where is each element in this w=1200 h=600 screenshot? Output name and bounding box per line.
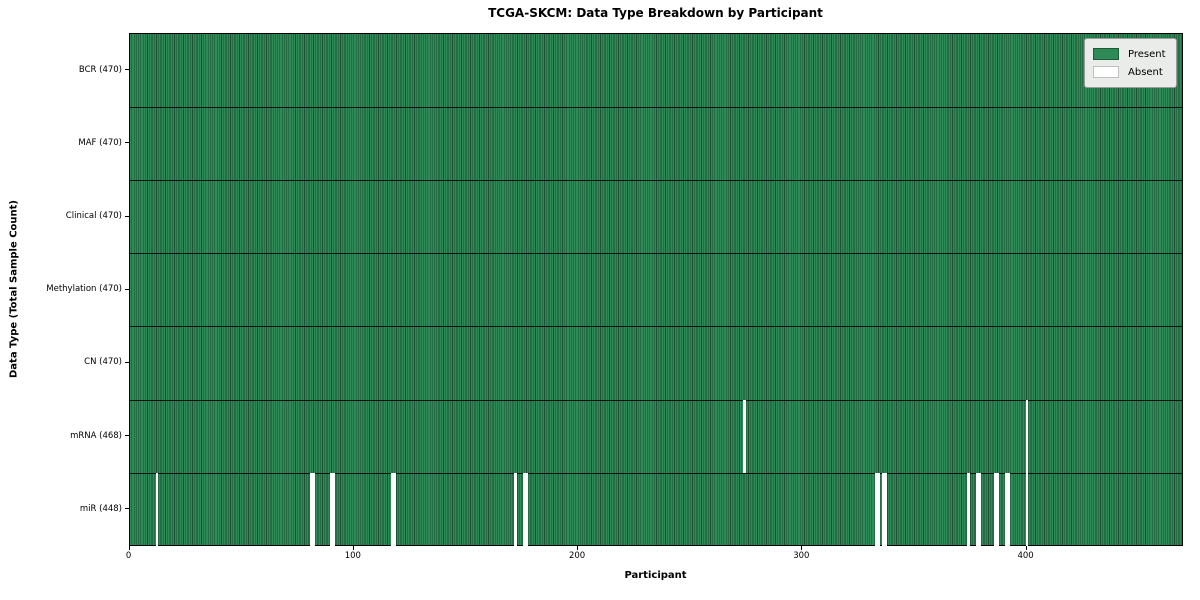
row-separator — [129, 106, 1182, 108]
absent-cell — [882, 473, 885, 547]
absent-cell — [996, 473, 999, 547]
y-tick-label: Clinical (470) — [65, 211, 122, 222]
x-axis-tick — [1025, 545, 1027, 550]
y-tick-label: Methylation (470) — [46, 284, 122, 295]
absent-cell — [976, 473, 979, 547]
legend-item-present: Present — [1093, 45, 1166, 63]
y-axis-tick — [124, 508, 129, 510]
legend-label-present: Present — [1128, 48, 1166, 60]
absent-cell — [1025, 473, 1029, 547]
row-separator — [129, 326, 1182, 328]
x-axis-tick — [801, 545, 803, 550]
x-axis-label: Participant — [624, 570, 687, 581]
absent-cell — [994, 473, 997, 547]
legend-label-absent: Absent — [1128, 66, 1163, 78]
x-axis-tick — [577, 545, 579, 550]
row-separator — [129, 399, 1182, 401]
absent-cell — [743, 400, 746, 474]
chart-title: TCGA-SKCM: Data Type Breakdown by Partic… — [488, 6, 823, 20]
heatmap-plot — [128, 33, 1183, 547]
x-tick-label: 200 — [568, 551, 586, 561]
absent-cell — [978, 473, 982, 547]
absent-cell — [330, 473, 333, 547]
y-axis-tick — [124, 361, 129, 363]
y-axis-tick — [124, 288, 129, 290]
y-axis-tick — [124, 215, 129, 217]
x-tick-label: 400 — [1017, 551, 1034, 561]
absent-cell — [312, 473, 315, 547]
y-tick-label: mRNA (468) — [70, 430, 122, 441]
y-tick-label: BCR (470) — [78, 64, 122, 75]
absent-cell — [310, 473, 313, 547]
absent-cell — [1007, 473, 1011, 547]
absent-cell — [1025, 400, 1029, 474]
y-axis-tick — [124, 435, 129, 437]
absent-cell — [390, 473, 394, 547]
x-axis-tick — [352, 545, 354, 550]
absent-cell — [967, 473, 970, 547]
x-tick-label: 100 — [344, 551, 361, 561]
x-tick-label: 0 — [125, 551, 132, 561]
absent-cell — [393, 473, 396, 547]
row-separator — [129, 253, 1182, 255]
legend-item-absent: Absent — [1093, 63, 1166, 81]
present-swatch — [1093, 48, 1119, 60]
x-tick-label: 300 — [793, 551, 810, 561]
row-separator — [129, 472, 1182, 474]
absent-cell — [523, 473, 526, 547]
y-axis-tick — [124, 142, 129, 144]
x-axis-tick — [128, 545, 130, 550]
absent-cell — [332, 473, 336, 547]
absent-cell — [155, 473, 159, 547]
absent-cell — [525, 473, 529, 547]
row-separator — [129, 179, 1182, 181]
absent-cell — [877, 473, 881, 547]
absent-swatch — [1093, 66, 1119, 78]
absent-cell — [514, 473, 517, 547]
absent-cell — [1005, 473, 1008, 547]
legend-box: Present Absent — [1084, 38, 1177, 88]
y-tick-label: miR (448) — [79, 503, 122, 514]
absent-cell — [884, 473, 887, 547]
y-tick-label: CN (470) — [84, 357, 122, 368]
y-tick-label: MAF (470) — [78, 137, 122, 148]
y-axis-tick — [124, 69, 129, 71]
absent-cell — [875, 473, 878, 547]
